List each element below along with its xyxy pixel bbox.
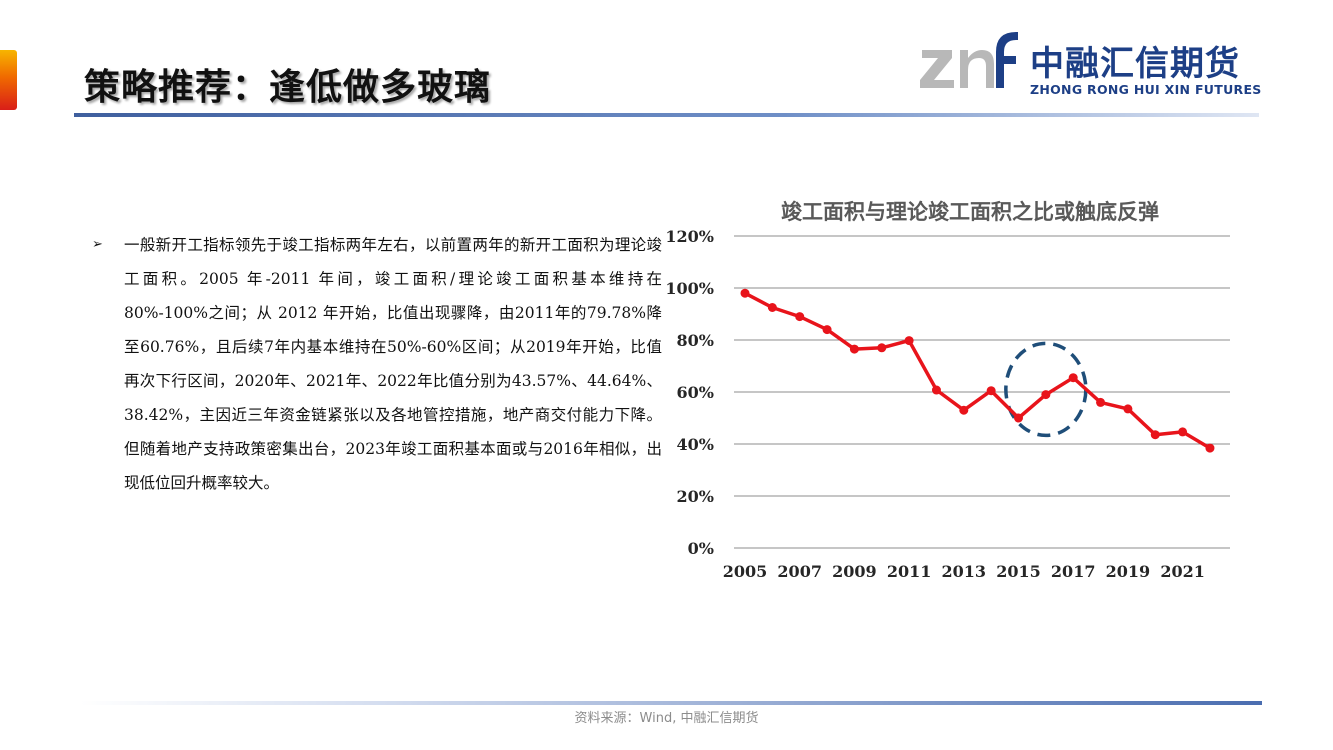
source-note: 资料来源：Wind, 中融汇信期货: [574, 711, 759, 726]
title-divider: [74, 113, 1259, 117]
data-point: [1068, 373, 1078, 383]
series-line: [744, 291, 1211, 450]
x-tick-label: 2011: [887, 562, 932, 581]
x-tick-label: 2005: [723, 562, 768, 581]
data-point: [1205, 443, 1215, 453]
x-tick-label: 2007: [777, 562, 822, 581]
logo-chinese-name: 中融汇信期货: [1030, 44, 1240, 84]
data-point: [1150, 430, 1160, 440]
y-tick-label: 60%: [677, 383, 714, 402]
y-tick-label: 80%: [677, 331, 714, 350]
y-tick-label: 40%: [677, 435, 714, 454]
line-chart: 0% 20% 40% 60% 80% 100% 120% 2005 2007 2009 2011 2…: [665, 227, 1230, 581]
x-tick-label: 2009: [832, 562, 877, 581]
data-point: [959, 405, 969, 415]
data-point: [822, 325, 832, 335]
x-tick-label: 2017: [1051, 562, 1096, 581]
x-tick-label: 2019: [1106, 562, 1151, 581]
data-point: [1123, 404, 1133, 414]
data-point: [1014, 413, 1023, 423]
data-point: [1041, 390, 1051, 400]
y-tick-label: 120%: [665, 227, 714, 246]
data-point: [931, 385, 941, 395]
left-accent-bar: [0, 50, 17, 110]
y-tick-label: 100%: [665, 279, 714, 298]
x-tick-label: 2013: [942, 562, 987, 581]
bullet-point: ➢ 一般新开工指标领先于竣工指标两年左右，以前置两年的新开工面积为理论竣工面积。…: [92, 228, 662, 500]
bullet-arrow-icon: ➢: [92, 237, 103, 252]
y-tick-label: 20%: [677, 487, 714, 506]
footer-divider: [80, 701, 1262, 705]
x-tick-label: 2021: [1160, 562, 1205, 581]
data-point: [767, 303, 777, 312]
company-logo: 中融汇信期货 ZHONG RONG HUI XIN FUTURES: [918, 28, 1261, 98]
data-point: [1178, 427, 1188, 437]
y-tick-label: 0%: [688, 539, 714, 558]
data-point: [740, 288, 750, 298]
data-point: [877, 343, 887, 353]
chart-title: 竣工面积与理论竣工面积之比或触底反弹: [781, 200, 1159, 224]
data-point: [849, 344, 859, 354]
bullet-text: 一般新开工指标领先于竣工指标两年左右，以前置两年的新开工面积为理论竣工面积。20…: [124, 236, 662, 492]
znf-logo-icon: [920, 32, 1018, 88]
data-point: [986, 386, 996, 396]
data-point: [795, 312, 805, 322]
data-point: [1096, 397, 1106, 407]
page-title: 策略推荐：逢低做多玻璃: [84, 67, 492, 108]
data-point: [904, 336, 914, 346]
x-tick-label: 2015: [996, 562, 1041, 581]
logo-english-name: ZHONG RONG HUI XIN FUTURES: [1030, 82, 1262, 97]
